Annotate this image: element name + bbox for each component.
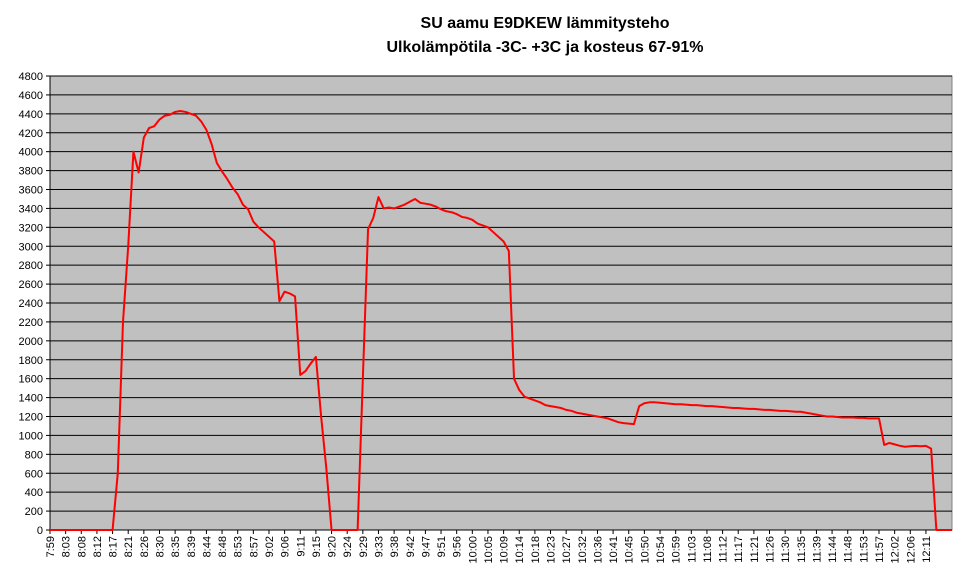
- x-tick-label: 11:30: [780, 536, 792, 563]
- x-tick-label: 10:00: [467, 536, 479, 564]
- x-tick-label: 8:30: [154, 536, 166, 557]
- y-tick-label: 1000: [19, 430, 43, 442]
- x-tick-label: 8:17: [108, 536, 120, 557]
- x-tick-label: 8:26: [139, 536, 151, 557]
- x-tick-label: 9:15: [311, 536, 323, 557]
- x-tick-label: 8:12: [92, 536, 104, 557]
- x-tick-label: 10:59: [671, 536, 683, 564]
- x-tick-label: 10:50: [639, 536, 651, 564]
- x-tick-label: 10:09: [499, 536, 511, 564]
- x-tick-label: 10:27: [561, 536, 573, 564]
- x-tick-label: 9:20: [327, 536, 339, 557]
- chart-title: SU aamu E9DKEW lämmitysteho: [421, 15, 670, 32]
- x-tick-label: 11:44: [827, 536, 839, 563]
- x-tick-label: 11:03: [686, 536, 698, 563]
- y-tick-label: 4800: [19, 71, 43, 83]
- x-tick-label: 10:41: [608, 536, 620, 564]
- x-tick-label: 8:39: [186, 536, 198, 557]
- x-tick-label: 9:33: [373, 536, 385, 557]
- x-tick-label: 9:06: [280, 536, 292, 557]
- y-tick-label: 2200: [19, 317, 43, 329]
- y-tick-label: 1400: [19, 393, 43, 405]
- x-tick-label: 10:18: [530, 536, 542, 564]
- x-tick-label: 11:57: [874, 536, 886, 563]
- y-tick-label: 4400: [19, 109, 43, 121]
- x-tick-label: 11:39: [811, 536, 823, 563]
- x-tick-label: 11:21: [749, 536, 761, 563]
- x-tick-label: 10:45: [624, 536, 636, 564]
- y-tick-label: 200: [25, 506, 43, 518]
- x-tick-label: 11:08: [702, 536, 714, 563]
- x-tick-label: 7:59: [45, 536, 57, 557]
- x-tick-label: 9:42: [405, 536, 417, 557]
- y-tick-label: 1600: [19, 374, 43, 386]
- x-tick-label: 10:36: [592, 536, 604, 564]
- x-tick-label: 11:53: [858, 536, 870, 563]
- y-tick-label: 800: [25, 449, 43, 461]
- x-tick-label: 8:35: [170, 536, 182, 557]
- y-tick-label: 3400: [19, 203, 43, 215]
- x-tick-label: 10:14: [514, 536, 526, 564]
- x-tick-label: 9:51: [436, 536, 448, 557]
- x-tick-label: 8:53: [233, 536, 245, 557]
- x-tick-label: 11:17: [733, 536, 745, 563]
- x-tick-label: 9:11: [295, 536, 307, 557]
- x-tick-label: 11:12: [718, 536, 730, 563]
- chart-subtitle: Ulkolämpötila -3C- +3C ja kosteus 67-91%: [387, 39, 704, 56]
- line: [50, 110, 952, 531]
- y-tick-label: 600: [25, 468, 43, 480]
- x-tick-label: 8:48: [217, 536, 229, 557]
- y-tick-label: 1200: [19, 412, 43, 424]
- x-tick-label: 9:38: [389, 536, 401, 557]
- x-tick-label: 9:47: [420, 536, 432, 557]
- y-tick-label: 3600: [19, 185, 43, 197]
- x-tick-label: 10:32: [577, 536, 589, 564]
- x-tick-label: 10:05: [483, 536, 495, 564]
- y-tick-label: 2800: [19, 260, 43, 272]
- y-tick-label: 4000: [19, 147, 43, 159]
- x-tick-label: 11:35: [796, 536, 808, 563]
- x-tick-label: 11:48: [843, 536, 855, 563]
- y-tick-label: 4600: [19, 90, 43, 102]
- y-tick-label: 4200: [19, 128, 43, 140]
- x-tick-label: 10:54: [655, 536, 667, 564]
- y-tick-label: 3200: [19, 222, 43, 234]
- x-tick-label: 9:24: [342, 536, 354, 557]
- x-tick-label: 9:29: [358, 536, 370, 557]
- x-tick-label: 10:23: [546, 536, 558, 564]
- x-tick-label: 11:26: [765, 536, 777, 563]
- x-tick-label: 9:56: [452, 536, 464, 557]
- x-tick-label: 12:11: [921, 536, 933, 563]
- y-tick-label: 2000: [19, 336, 43, 348]
- y-tick-label: 2600: [19, 279, 43, 291]
- x-tick-label: 8:21: [123, 536, 135, 557]
- x-tick-label: 12:02: [890, 536, 902, 564]
- y-tick-label: 400: [25, 487, 43, 499]
- y-tick-label: 3000: [19, 241, 43, 253]
- x-tick-label: 8:44: [201, 536, 213, 557]
- x-tick-label: 9:02: [264, 536, 276, 557]
- x-tick-label: 8:08: [76, 536, 88, 557]
- y-tick-label: 0: [37, 525, 43, 537]
- y-tick-label: 1800: [19, 355, 43, 367]
- y-tick-label: 3800: [19, 166, 43, 178]
- x-tick-label: 8:57: [248, 536, 260, 557]
- x-tick-label: 8:03: [61, 536, 73, 557]
- x-tick-label: 12:06: [905, 536, 917, 564]
- y-tick-label: 2400: [19, 298, 43, 310]
